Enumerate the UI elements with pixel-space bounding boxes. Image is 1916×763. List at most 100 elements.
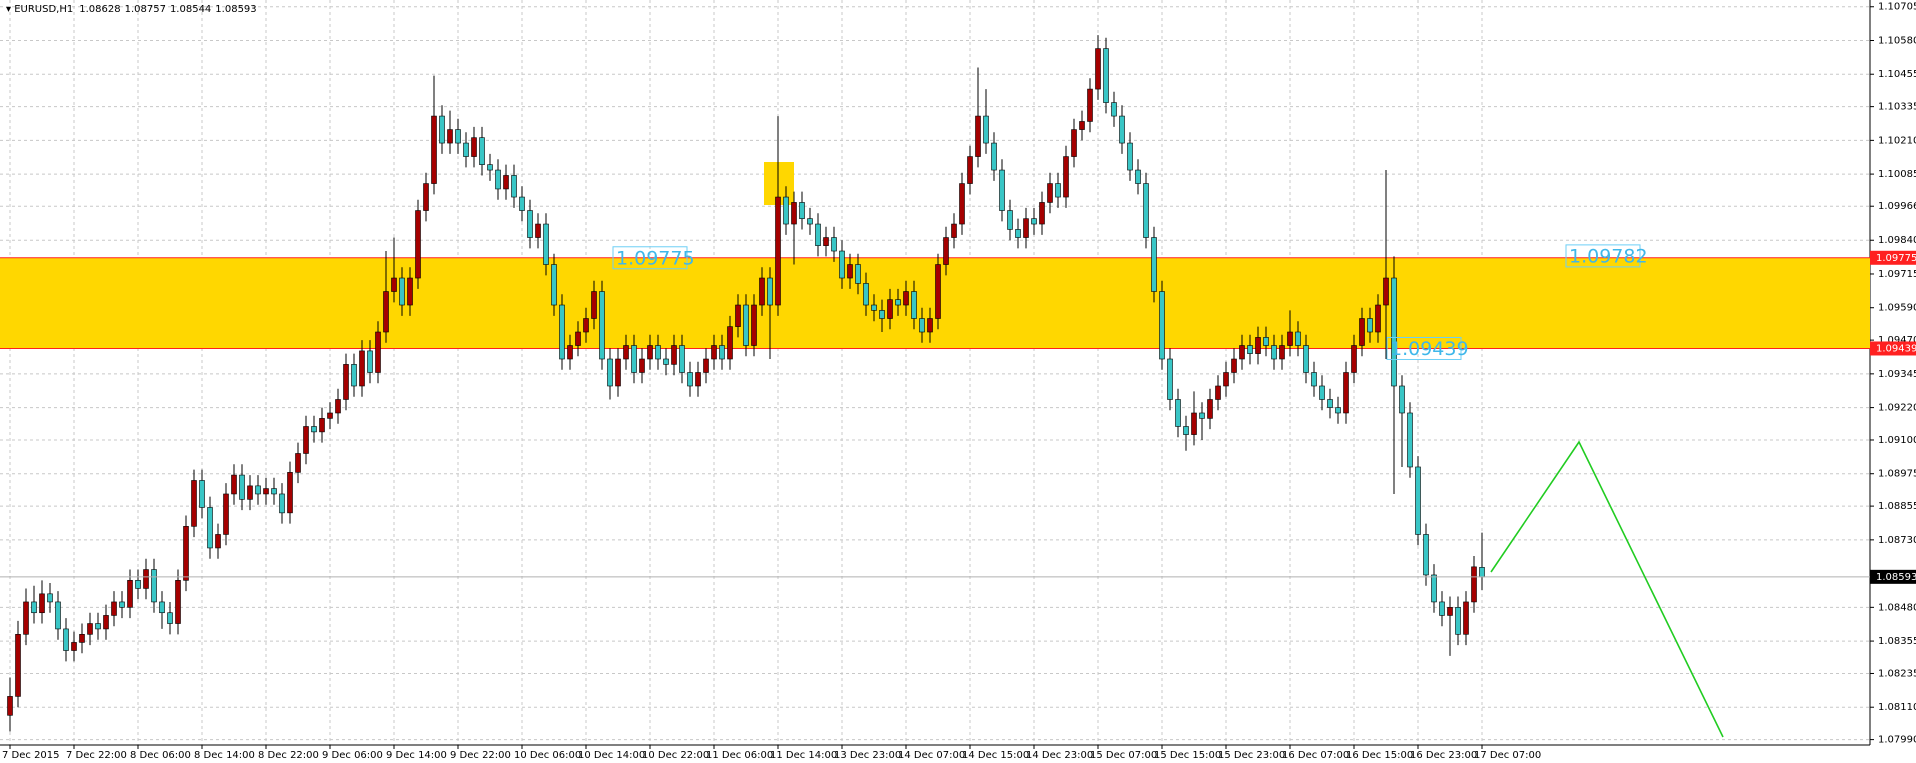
candle-body xyxy=(639,358,645,373)
candle-body xyxy=(575,331,581,346)
candle-body xyxy=(583,318,589,333)
candle-body xyxy=(143,569,149,589)
candle-body xyxy=(1111,102,1117,117)
candle-body xyxy=(55,601,61,630)
candle-body xyxy=(447,129,453,144)
candle-body xyxy=(479,137,485,165)
candle-body xyxy=(1023,218,1029,238)
candle-body xyxy=(231,474,237,495)
candle-body xyxy=(791,202,797,225)
x-tick-label: 13 Dec 23:00 xyxy=(834,750,901,761)
candle-body xyxy=(127,580,133,608)
candle-body xyxy=(1191,412,1197,435)
candle-body xyxy=(1399,385,1405,414)
candle-body xyxy=(1223,372,1229,387)
candle-body xyxy=(167,612,173,624)
y-tick-label: 1.10455 xyxy=(1878,69,1916,80)
y-tick-label: 1.08855 xyxy=(1878,501,1916,512)
candle-body xyxy=(655,345,661,360)
candle-body xyxy=(1167,358,1173,400)
candle-body xyxy=(647,345,653,360)
candle-body xyxy=(927,318,933,333)
x-tick-label: 14 Dec 15:00 xyxy=(962,750,1029,761)
x-tick-label: 8 Dec 14:00 xyxy=(194,750,255,761)
candle-body xyxy=(1063,156,1069,198)
x-tick-label: 9 Dec 06:00 xyxy=(322,750,383,761)
candle-body xyxy=(359,350,365,387)
candle-body xyxy=(199,480,205,508)
candle-body xyxy=(887,299,893,319)
candle-body xyxy=(391,277,397,292)
candle-body xyxy=(1439,601,1445,616)
candle-body xyxy=(695,372,701,387)
candle-body xyxy=(1471,566,1477,603)
candle-body xyxy=(1039,202,1045,225)
candle-body xyxy=(1431,574,1437,603)
candle-body xyxy=(687,372,693,387)
candle-body xyxy=(1159,291,1165,360)
y-tick-label: 1.09966 xyxy=(1878,201,1916,212)
x-tick-label: 16 Dec 15:00 xyxy=(1346,750,1413,761)
candle-body xyxy=(703,358,709,373)
candle-body xyxy=(15,634,21,697)
x-tick-label: 16 Dec 23:00 xyxy=(1410,750,1477,761)
candle-body xyxy=(1015,229,1021,238)
candle-body xyxy=(535,223,541,238)
candle-body xyxy=(1463,601,1469,635)
price-marker xyxy=(1870,569,1916,584)
candle-body xyxy=(1383,277,1389,306)
x-tick-label: 8 Dec 22:00 xyxy=(258,750,319,761)
candle-body xyxy=(1047,183,1053,203)
candle-body xyxy=(367,350,373,373)
candle-body xyxy=(951,223,957,238)
y-tick-label: 1.10580 xyxy=(1878,35,1916,46)
candle-body xyxy=(223,493,229,535)
candle-body xyxy=(591,291,597,319)
y-tick-label: 1.08480 xyxy=(1878,602,1916,613)
candle-body xyxy=(1327,399,1333,408)
y-tick-label: 1.08355 xyxy=(1878,636,1916,647)
candle-body xyxy=(7,696,13,716)
candle-body xyxy=(1239,345,1245,360)
candle-body xyxy=(1079,121,1085,130)
candle-body xyxy=(31,601,37,614)
candle-body xyxy=(1119,115,1125,144)
candle-body xyxy=(79,634,85,643)
candle-body xyxy=(271,488,277,495)
candle-body xyxy=(1255,337,1261,354)
candle-body xyxy=(1319,385,1325,400)
candle-body xyxy=(1263,337,1269,346)
candle-body xyxy=(735,304,741,327)
y-tick-label: 1.08730 xyxy=(1878,535,1916,546)
candle-body xyxy=(935,264,941,319)
candle-body xyxy=(1031,218,1037,225)
candle-body xyxy=(1095,48,1101,90)
candle-body xyxy=(1151,237,1157,292)
candle-body xyxy=(1287,331,1293,346)
candle-body xyxy=(711,345,717,360)
candle-body xyxy=(295,453,301,473)
candle-body xyxy=(623,345,629,360)
candle-body xyxy=(1231,358,1237,373)
y-tick-label: 1.07990 xyxy=(1878,735,1916,746)
candle-body xyxy=(327,412,333,419)
candle-body xyxy=(607,358,613,387)
candle-body xyxy=(1071,129,1077,157)
level-marker xyxy=(1870,341,1916,356)
x-tick-label: 10 Dec 06:00 xyxy=(514,750,581,761)
x-tick-label: 10 Dec 22:00 xyxy=(642,750,709,761)
candle-body xyxy=(175,580,181,624)
candle-body xyxy=(1295,331,1301,346)
candle-body xyxy=(207,507,213,549)
candle-body xyxy=(431,115,437,184)
candle-body xyxy=(383,291,389,333)
candle-body xyxy=(335,399,341,414)
x-tick-label: 7 Dec 2015 xyxy=(2,750,60,761)
overlay: 1.08593 1.09775 1.09439 1.09775 1.09782 1.094… xyxy=(0,244,1916,738)
annotation: 1.09782 xyxy=(1569,245,1648,267)
candle-body xyxy=(543,223,549,265)
x-tick-label: 9 Dec 22:00 xyxy=(450,750,511,761)
candle-body xyxy=(423,183,429,211)
candle-body xyxy=(183,526,189,581)
